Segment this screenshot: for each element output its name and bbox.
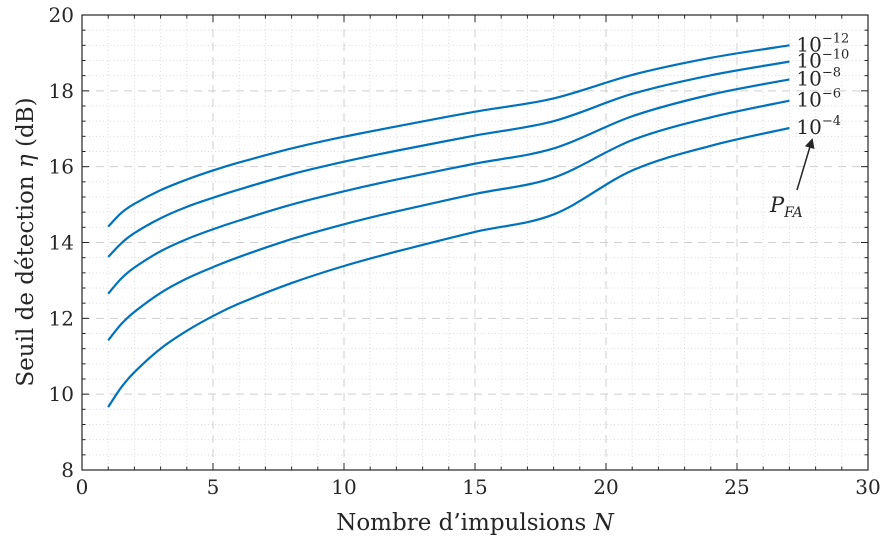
y-tick-label: 16 — [49, 155, 74, 179]
series-label: 10−4 — [796, 114, 841, 139]
y-axis-label: Seuil de détection η (dB) — [13, 97, 39, 386]
series-label: 10−6 — [796, 87, 841, 112]
series-label: 10−12 — [796, 31, 849, 56]
x-tick-label: 30 — [855, 475, 880, 499]
y-tick-label: 18 — [49, 79, 74, 103]
pfa-arrow — [796, 138, 815, 191]
series-line — [107, 99, 790, 342]
y-tick-label: 10 — [49, 382, 74, 406]
series-group — [107, 44, 790, 408]
x-tick-label: 10 — [331, 475, 356, 499]
x-axis-label: Nombre d’impulsions N — [336, 510, 614, 536]
x-tick-label: 20 — [593, 475, 618, 499]
x-tick-label: 15 — [462, 475, 487, 499]
grid — [81, 14, 869, 471]
x-tick-label: 25 — [724, 475, 749, 499]
pfa-annotation: PFA — [769, 193, 803, 221]
x-tick-label: 0 — [76, 475, 89, 499]
series-label: 10−10 — [796, 48, 849, 73]
ticks: 0 5 10 15 20 25 30 8 10 12 14 16 18 20 — [49, 3, 881, 499]
y-tick-label: 8 — [61, 458, 74, 482]
y-tick-label: 14 — [49, 231, 74, 255]
series-label: 10−8 — [796, 65, 841, 90]
series-line — [107, 78, 790, 295]
y-tick-label: 12 — [49, 306, 74, 330]
y-tick-label: 20 — [49, 3, 74, 27]
series-line — [107, 60, 790, 258]
series-line — [107, 44, 790, 228]
series-line — [107, 126, 790, 408]
x-tick-label: 5 — [207, 475, 220, 499]
